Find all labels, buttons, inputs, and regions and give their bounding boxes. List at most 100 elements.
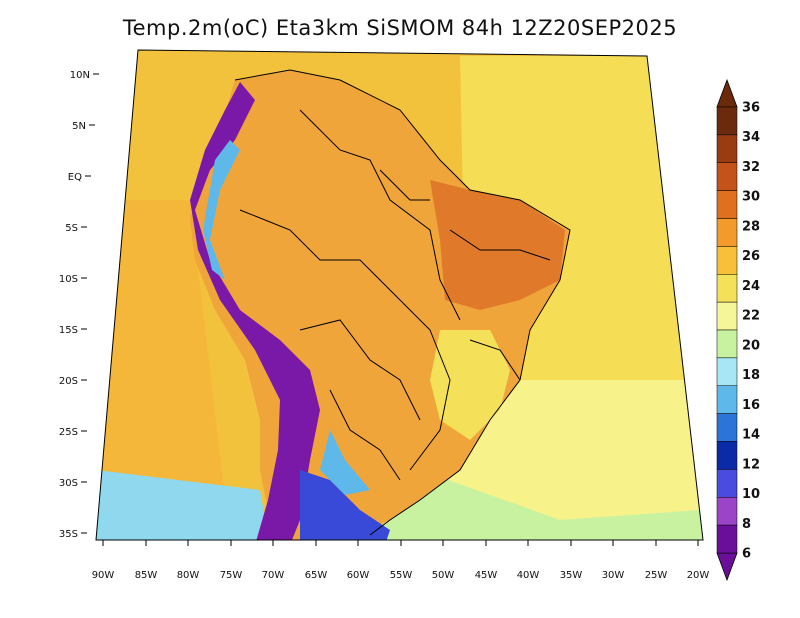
svg-text:35W: 35W — [560, 570, 583, 581]
colorbar-top-arrow — [716, 78, 738, 108]
colorbar-swatch — [716, 524, 738, 554]
svg-text:10S: 10S — [59, 274, 78, 285]
svg-text:70W: 70W — [262, 570, 285, 581]
x-tick-30w: 30W — [602, 540, 625, 581]
colorbar-label: 12 — [742, 457, 760, 472]
temperature-field — [96, 50, 703, 540]
colorbar-label: 10 — [742, 487, 760, 502]
svg-text:75W: 75W — [220, 570, 243, 581]
y-tick-10n: 10N — [70, 70, 99, 81]
y-tick-eq: EQ — [68, 172, 91, 183]
colorbar-label: 32 — [742, 160, 760, 175]
region-northeast-hot — [430, 180, 565, 310]
svg-text:20S: 20S — [59, 376, 78, 387]
y-tick-10s: 10S — [59, 274, 87, 285]
map-title: Temp.2m(oC) Eta3km SiSMOM 84h 12Z20SEP20… — [122, 16, 678, 40]
region-andes-light — [203, 140, 240, 280]
svg-text:5N: 5N — [72, 121, 86, 132]
x-tick-85w: 85W — [135, 540, 158, 581]
colorbar-swatch — [716, 162, 738, 191]
colorbar-label: 28 — [742, 219, 760, 234]
x-tick-35w: 35W — [560, 540, 583, 581]
colorbar-swatch — [716, 301, 738, 331]
x-tick-25w: 25W — [645, 540, 668, 581]
colorbar-label: 30 — [742, 190, 760, 205]
x-tick-40w: 40W — [517, 540, 540, 581]
x-tick-45w: 45W — [475, 540, 498, 581]
y-tick-15s: 15S — [59, 325, 87, 336]
colorbar-swatch — [716, 413, 738, 442]
x-tick-50w: 50W — [432, 540, 455, 581]
colorbar-swatch — [716, 246, 738, 275]
svg-text:20W: 20W — [687, 570, 710, 581]
colorbar-swatch — [716, 357, 738, 386]
svg-text:50W: 50W — [432, 570, 455, 581]
region-patagonia — [300, 470, 390, 540]
svg-text:55W: 55W — [390, 570, 413, 581]
map-frame — [95, 49, 704, 541]
region-patagonia-2 — [320, 430, 370, 495]
y-tick-30s: 30S — [59, 478, 87, 489]
region-southeast-cool — [430, 330, 510, 440]
x-tick-90w: 90W — [92, 540, 115, 581]
x-tick-60w: 60W — [347, 540, 370, 581]
svg-text:15S: 15S — [59, 325, 78, 336]
x-tick-65w: 65W — [305, 540, 328, 581]
colorbar-swatch — [716, 497, 738, 526]
region-southern-cool — [96, 470, 270, 540]
colorbar-label: 36 — [742, 101, 760, 116]
svg-text:65W: 65W — [305, 570, 328, 581]
svg-text:40W: 40W — [517, 570, 540, 581]
y-tick-25s: 25S — [59, 427, 87, 438]
colorbar-swatch — [716, 134, 738, 163]
colorbar-swatch — [716, 441, 738, 470]
y-tick-5n: 5N — [72, 121, 95, 132]
svg-text:EQ: EQ — [68, 172, 82, 183]
y-tick-5s: 5S — [65, 223, 87, 234]
colorbar-label: 22 — [742, 309, 760, 324]
colorbar-swatch — [716, 190, 738, 219]
svg-text:35S: 35S — [59, 529, 78, 540]
colorbar-label: 16 — [742, 398, 760, 413]
colorbar-swatch — [716, 218, 738, 247]
colorbar-label: 20 — [742, 338, 760, 353]
x-tick-70w: 70W — [262, 540, 285, 581]
x-tick-80w: 80W — [177, 540, 200, 581]
colorbar-label: 24 — [742, 279, 760, 294]
colorbar-label: 14 — [742, 428, 760, 443]
borders — [234, 69, 571, 536]
x-tick-75w: 75W — [220, 540, 243, 581]
y-axis: 10N 5N EQ 5S 10S 15S 20S 25S 30S 35S — [59, 70, 99, 540]
colorbar-label: 18 — [742, 368, 760, 383]
svg-text:85W: 85W — [135, 570, 158, 581]
y-tick-20s: 20S — [59, 376, 87, 387]
colorbar-label: 6 — [742, 547, 751, 562]
svg-text:5S: 5S — [65, 223, 78, 234]
colorbar-label: 8 — [742, 517, 751, 532]
colorbar-label: 34 — [742, 130, 760, 145]
svg-text:25S: 25S — [59, 427, 78, 438]
region-pacific — [96, 200, 230, 540]
svg-text:90W: 90W — [92, 570, 115, 581]
x-tick-55w: 55W — [390, 540, 413, 581]
region-andes — [190, 82, 320, 540]
svg-text:80W: 80W — [177, 570, 200, 581]
colorbar-swatch — [716, 106, 738, 136]
colorbar-swatch — [716, 329, 738, 359]
colorbar-swatch — [716, 274, 738, 303]
colorbar-swatch — [716, 469, 738, 498]
svg-text:30W: 30W — [602, 570, 625, 581]
colorbar: 36 34 32 30 28 26 24 22 20 18 16 14 12 10 8 6 — [716, 78, 760, 582]
svg-text:45W: 45W — [475, 570, 498, 581]
colorbar-swatch — [716, 385, 738, 414]
svg-text:10N: 10N — [70, 70, 90, 81]
svg-text:60W: 60W — [347, 570, 370, 581]
svg-text:25W: 25W — [645, 570, 668, 581]
y-tick-35s: 35S — [59, 529, 87, 540]
svg-text:30S: 30S — [59, 478, 78, 489]
x-axis: 90W 85W 80W 75W 70W 65W 60W 55W 50W 45W … — [92, 540, 710, 581]
x-tick-20w: 20W — [687, 540, 710, 581]
colorbar-bottom-arrow — [716, 552, 738, 582]
colorbar-label: 26 — [742, 249, 760, 264]
